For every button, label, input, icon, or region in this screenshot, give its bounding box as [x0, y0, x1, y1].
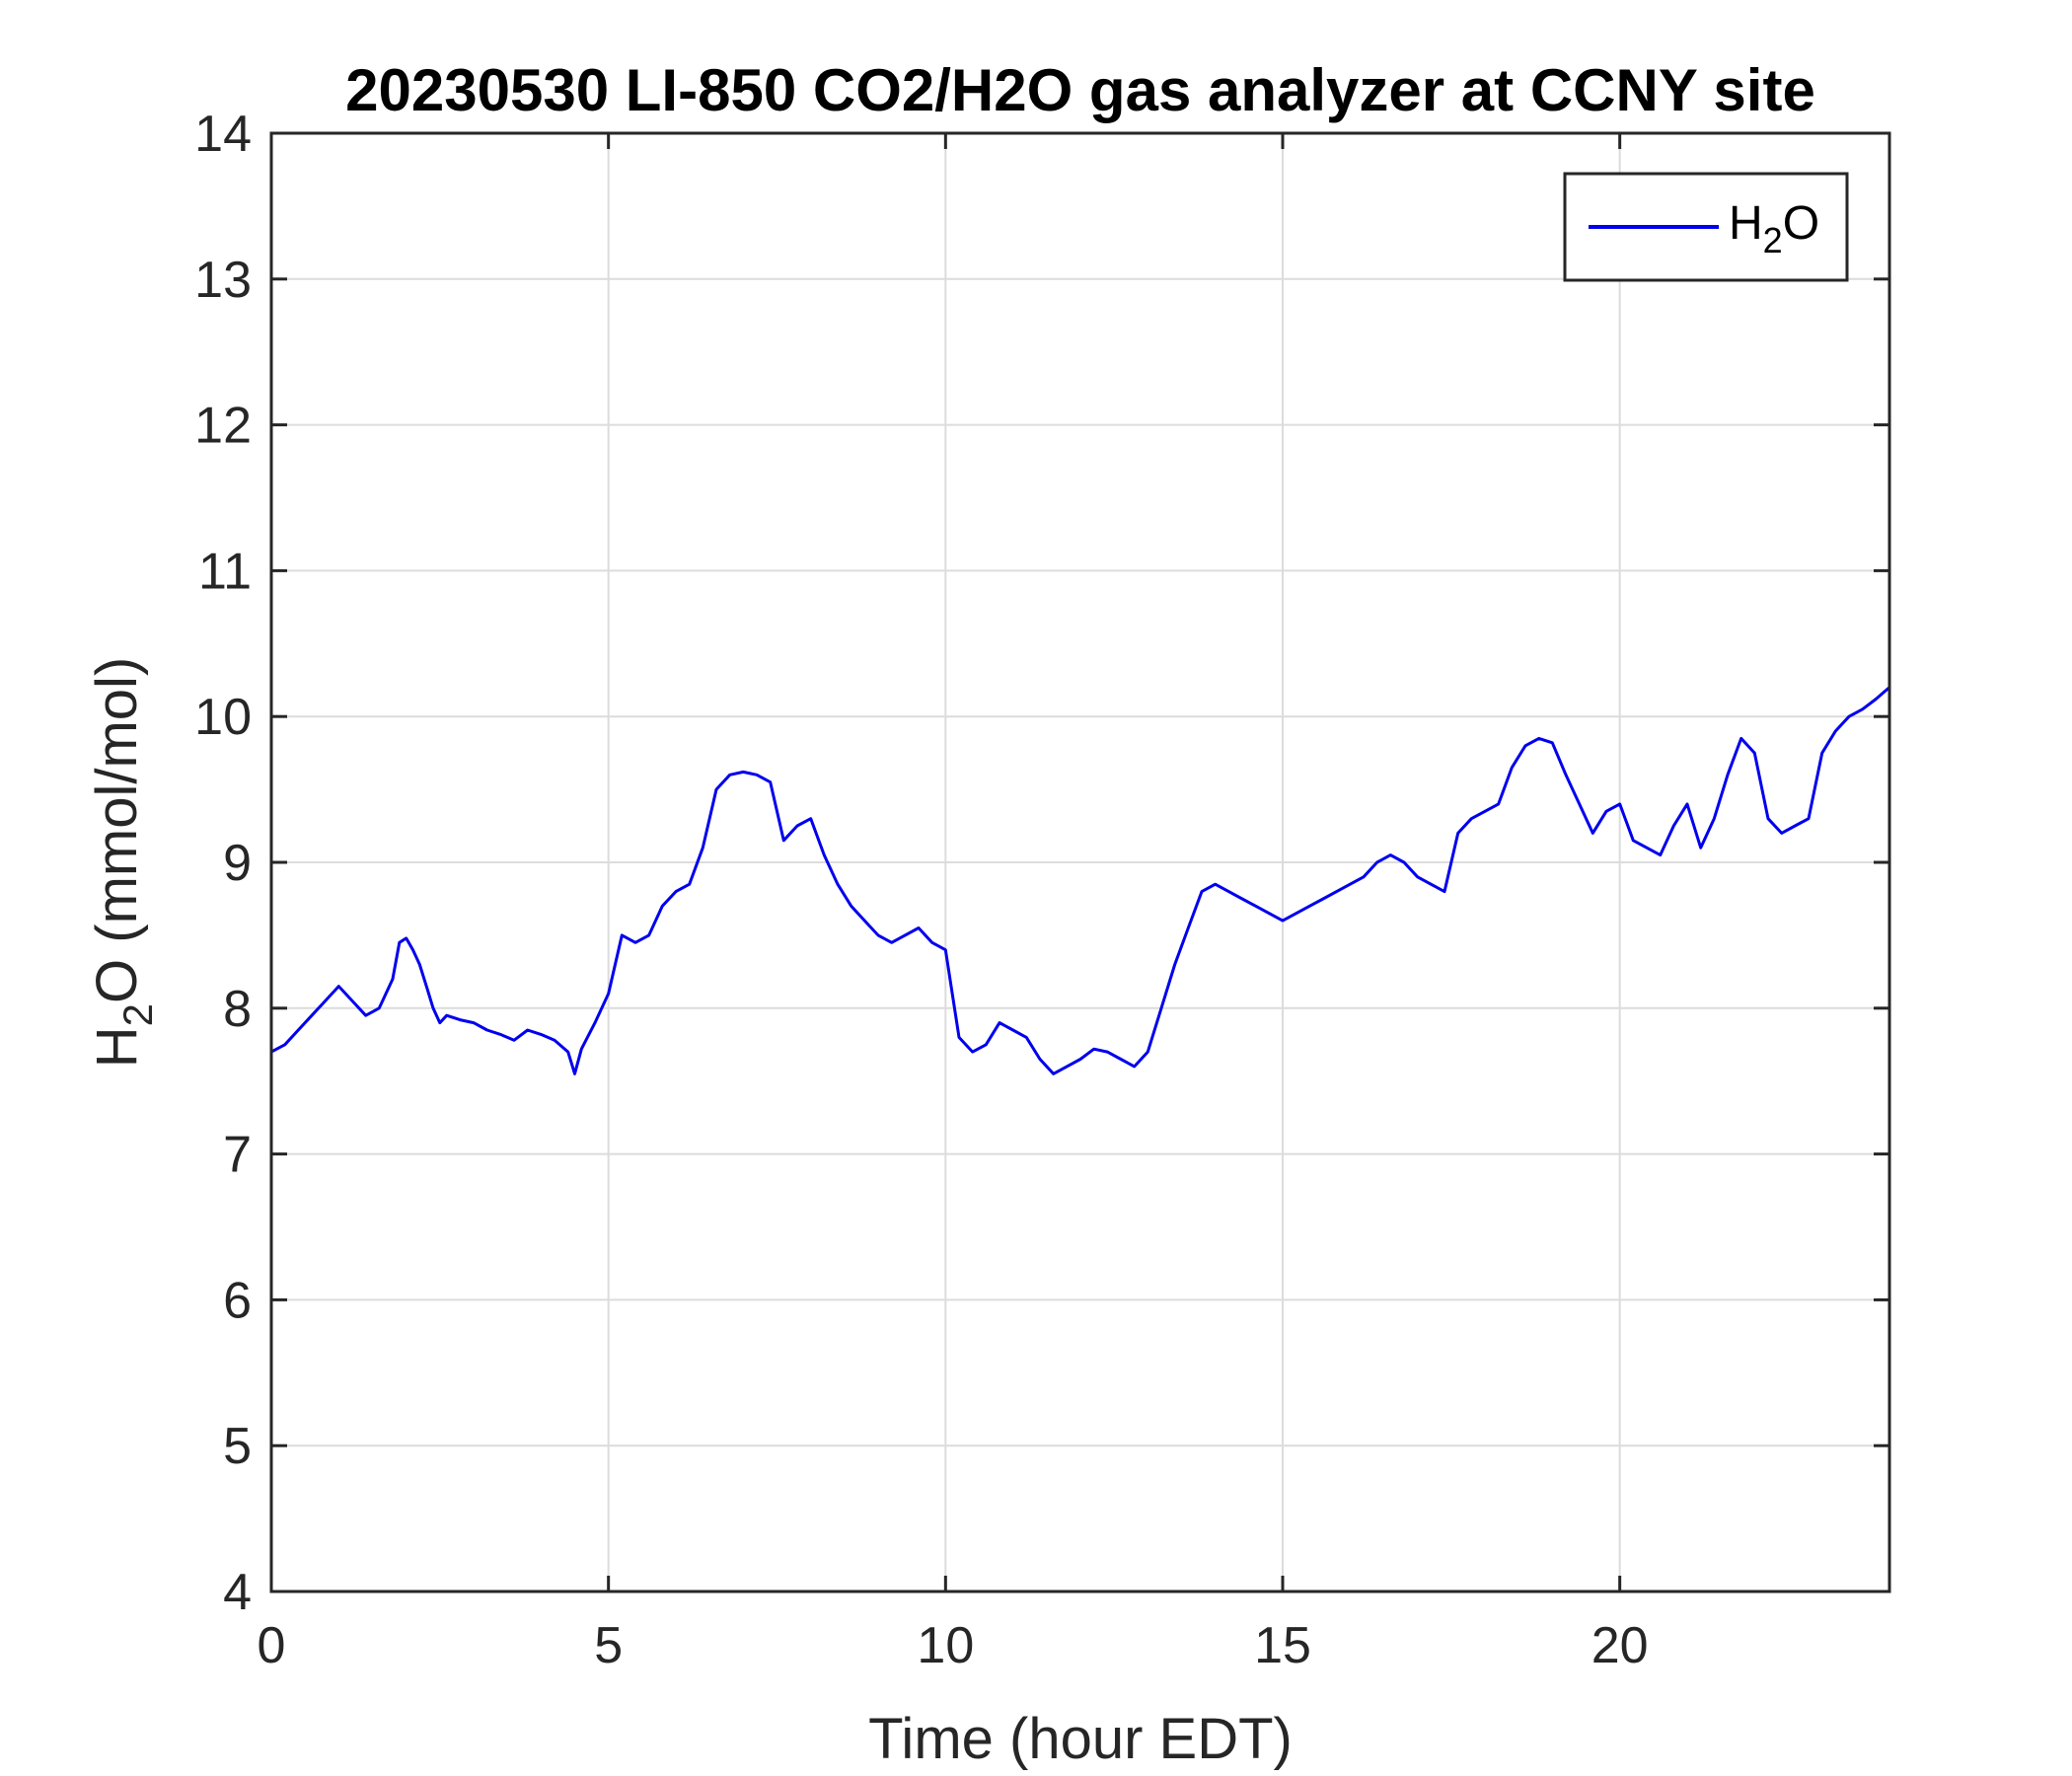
y-axis-label-subscript: 2: [114, 1003, 161, 1026]
y-tick-labels: 4 5 6 7 8 9 10 11 12 13 14: [194, 106, 252, 1621]
x-tick-label: 10: [917, 1617, 974, 1674]
x-tick-labels: 0 5 10 15 20: [258, 1617, 1649, 1674]
axis-ticks: [269, 131, 1889, 1593]
x-tick-label: 0: [258, 1617, 286, 1674]
legend-label-h2o: H2O: [1729, 197, 1819, 260]
x-tick-label: 15: [1254, 1617, 1311, 1674]
legend-label-main: H: [1729, 197, 1763, 250]
y-tick-label: 14: [194, 106, 252, 163]
chart-title: 20230530 LI-850 CO2/H2O gas analyzer at …: [345, 57, 1815, 123]
y-axis-label: H2O (mmol/mol): [85, 657, 161, 1068]
y-tick-label: 4: [223, 1564, 252, 1621]
y-tick-label: 12: [194, 398, 252, 455]
y-tick-label: 8: [223, 981, 252, 1038]
series-line-h2o: [270, 686, 1890, 1075]
y-tick-label: 5: [223, 1418, 252, 1475]
x-tick-label: 20: [1591, 1617, 1649, 1674]
legend-label-subscript: 2: [1763, 220, 1783, 260]
y-tick-label: 9: [223, 835, 252, 892]
x-tick-label: 5: [594, 1617, 623, 1674]
series-lines: [270, 686, 1890, 1075]
legend: H2O: [1563, 172, 1849, 282]
y-tick-label: 7: [223, 1127, 252, 1184]
y-axis-label-main: H: [85, 1026, 149, 1068]
y-tick-label: 6: [223, 1272, 252, 1329]
grid-lines: [271, 133, 1889, 1591]
y-axis-label-rest: O (mmol/mol): [85, 657, 149, 1003]
y-tick-label: 10: [194, 689, 252, 746]
x-axis-label: Time (hour EDT): [868, 1707, 1293, 1771]
y-tick-label: 11: [198, 543, 252, 600]
y-tick-label: 13: [194, 252, 252, 309]
legend-label-rest: O: [1783, 197, 1819, 250]
